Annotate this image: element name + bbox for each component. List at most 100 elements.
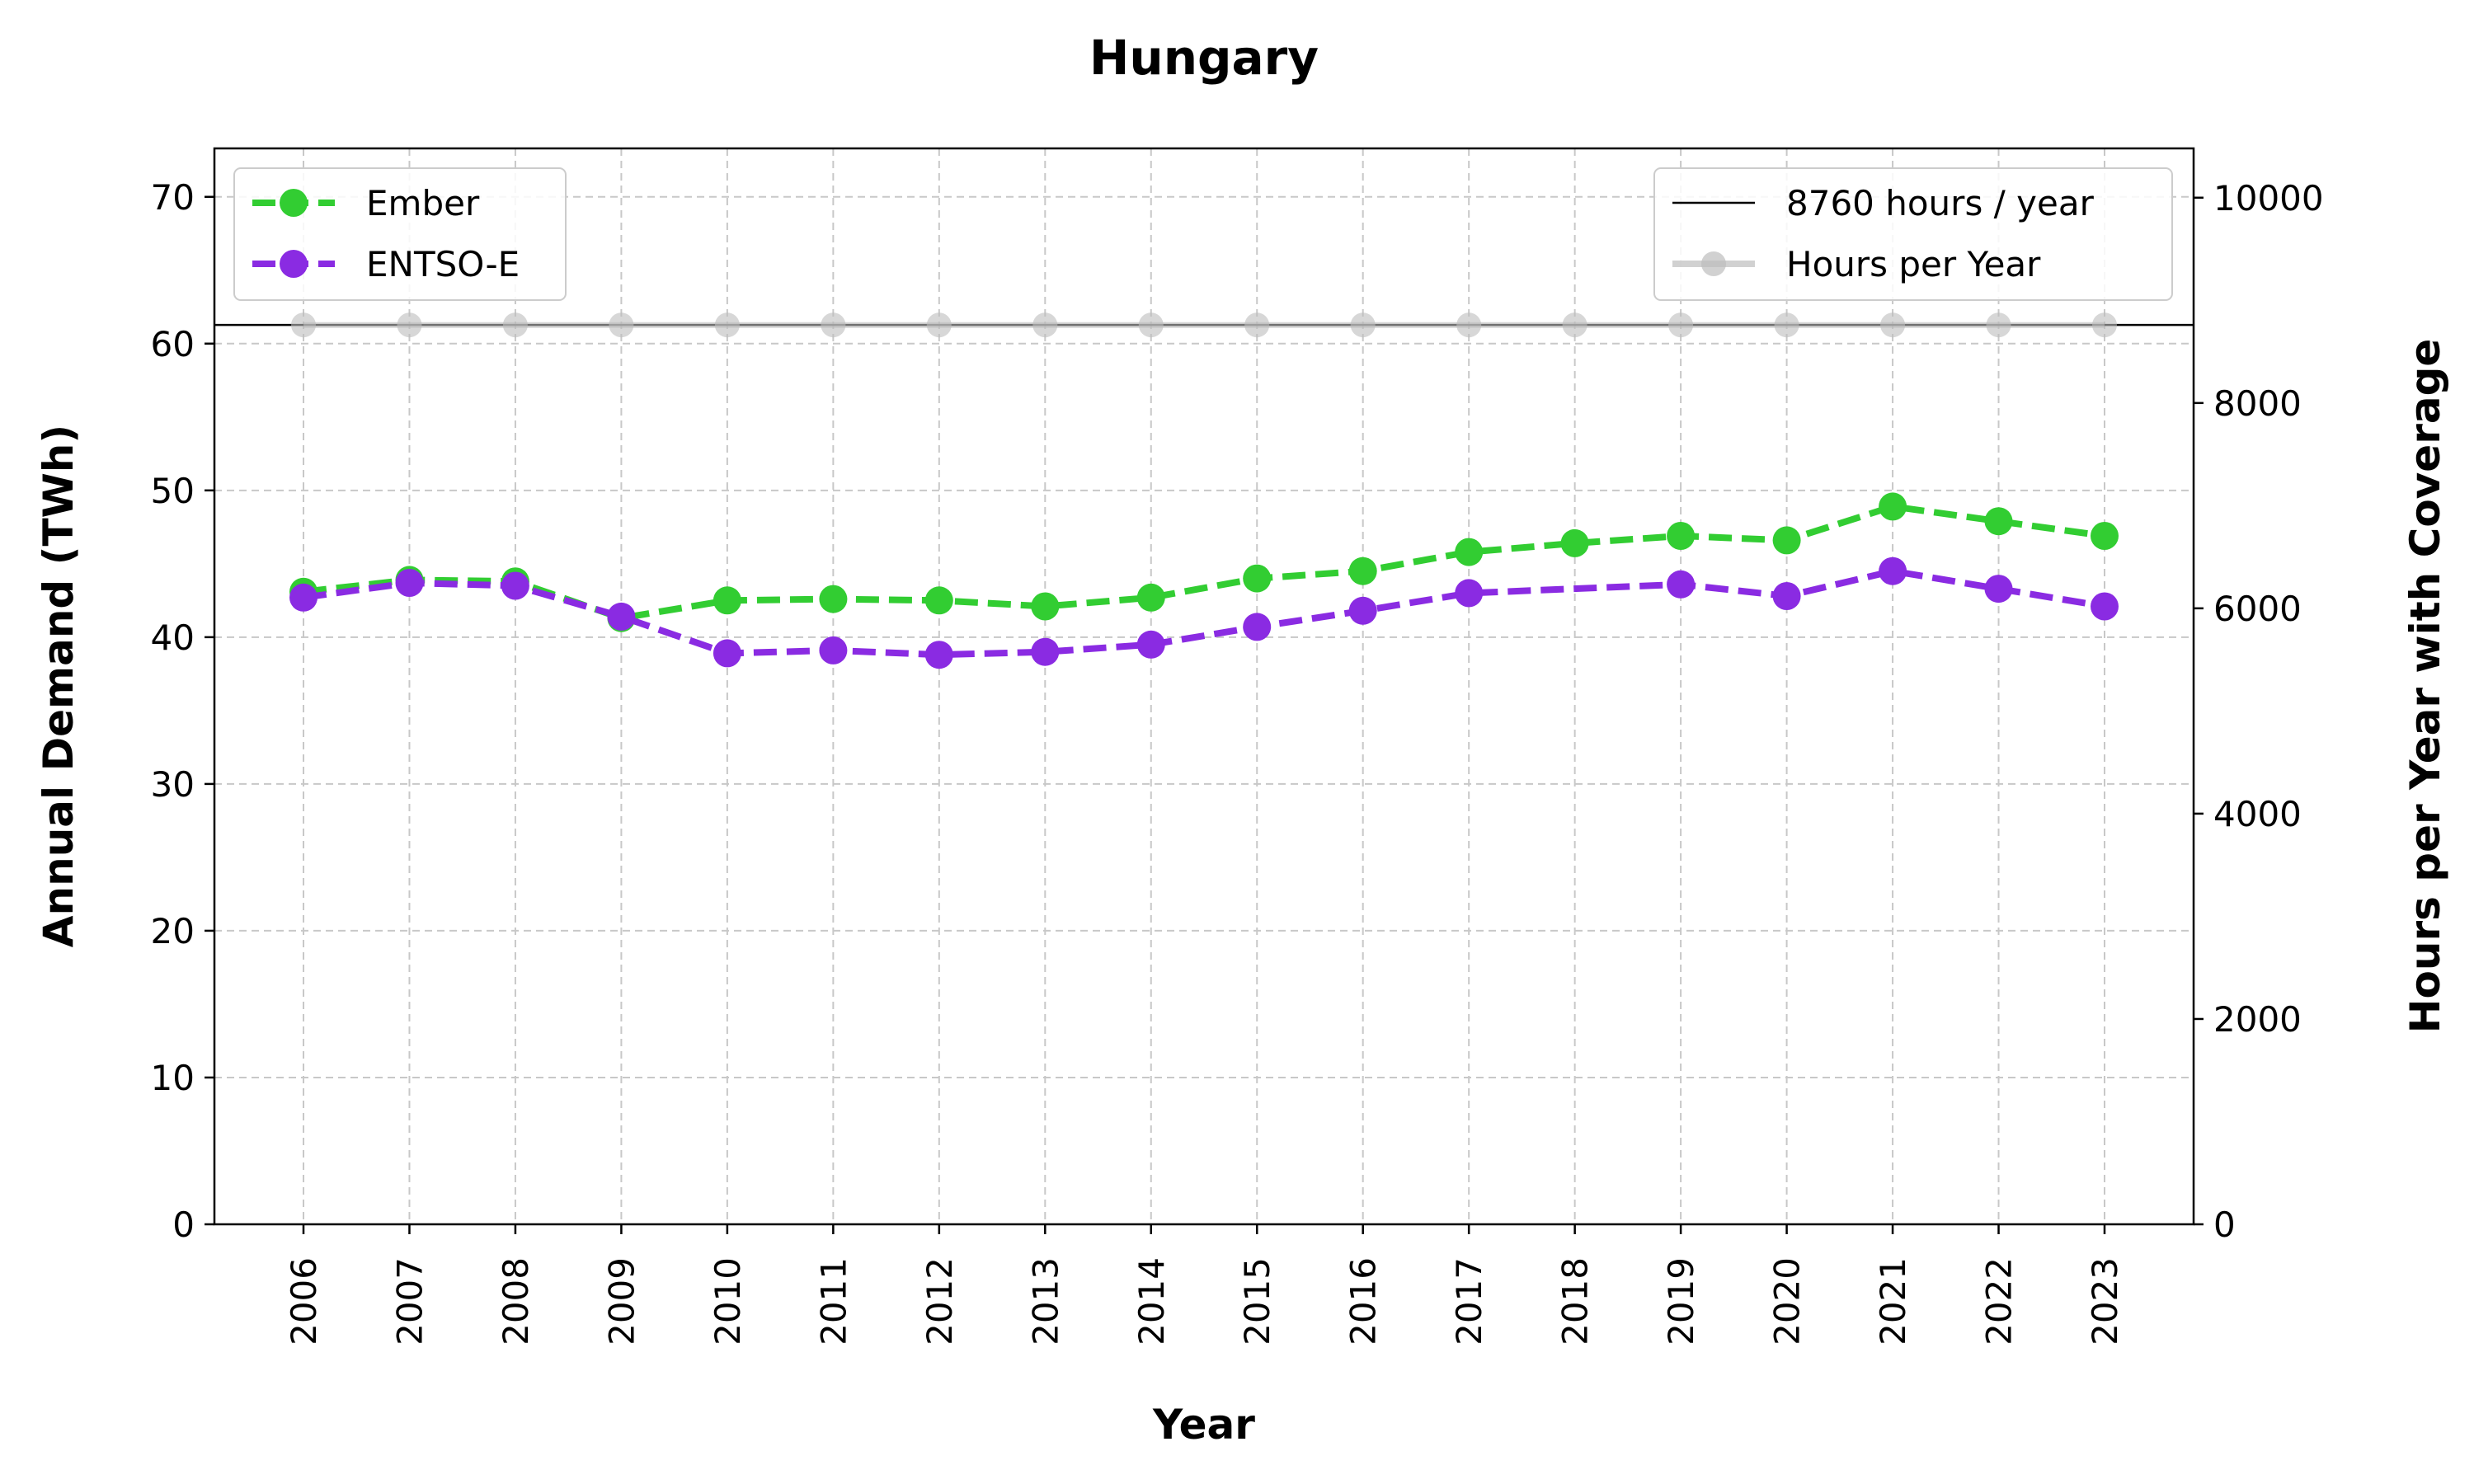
x-tick-label: 2019 bbox=[1661, 1257, 1701, 1345]
data-point-hours-per-year bbox=[1350, 312, 1376, 338]
y-tick-label: 60 bbox=[151, 324, 195, 364]
x-tick-label: 2014 bbox=[1131, 1257, 1172, 1345]
data-point-entso-e bbox=[1879, 556, 1907, 585]
x-tick-label: 2012 bbox=[920, 1257, 960, 1345]
y-axis-label: Annual Demand (TWh) bbox=[35, 425, 82, 947]
grid bbox=[214, 148, 2194, 1225]
y-tick-label: 20 bbox=[151, 911, 195, 951]
data-point-hours-per-year bbox=[502, 312, 528, 338]
data-point-entso-e bbox=[1984, 575, 2013, 603]
legend-left-box bbox=[233, 167, 567, 301]
data-point-entso-e bbox=[819, 636, 848, 665]
data-point-hours-per-year bbox=[1032, 312, 1058, 338]
data-point-hours-per-year bbox=[821, 312, 846, 338]
data-point-ember bbox=[1136, 583, 1165, 612]
y-tick-label: 50 bbox=[151, 471, 195, 511]
data-point-entso-e bbox=[713, 639, 741, 668]
legend-right-box bbox=[1653, 167, 2173, 301]
data-point-ember bbox=[1560, 528, 1589, 557]
data-point-ember bbox=[713, 586, 741, 615]
data-point-ember bbox=[1243, 564, 1272, 593]
data-point-ember bbox=[1667, 522, 1696, 550]
data-point-ember bbox=[1772, 526, 1801, 555]
data-point-ember bbox=[1031, 592, 1060, 621]
plot-frame bbox=[213, 147, 2195, 1226]
x-axis-label: Year bbox=[1152, 1401, 1255, 1449]
legend-entsoe-label: ENTSO-E bbox=[366, 244, 520, 284]
data-point-ember bbox=[924, 586, 953, 615]
legend-left: Ember ENTSO-E bbox=[233, 167, 567, 301]
y2-tick-label: 8000 bbox=[2213, 383, 2302, 424]
x-tick-label: 2021 bbox=[1873, 1257, 1913, 1345]
x-tick-label: 2006 bbox=[284, 1257, 324, 1345]
x-tick-label: 2009 bbox=[601, 1257, 642, 1345]
x-tick-label: 2016 bbox=[1343, 1257, 1384, 1345]
y2-tick-label: 0 bbox=[2213, 1205, 2236, 1245]
data-point-hours-per-year bbox=[926, 312, 952, 338]
y2-tick-label: 2000 bbox=[2213, 999, 2302, 1040]
y2-tick-label: 10000 bbox=[2213, 178, 2324, 218]
legend-reference-label: 8760 hours / year bbox=[1786, 183, 2095, 223]
legend-hours-label: Hours per Year bbox=[1786, 244, 2041, 284]
y-tick-label: 70 bbox=[151, 177, 195, 218]
legend-hours-marker bbox=[1701, 251, 1726, 276]
x-tick-label: 2023 bbox=[2085, 1257, 2125, 1345]
data-point-ember bbox=[1455, 538, 1484, 566]
legend-ember-label: Ember bbox=[366, 183, 480, 223]
y-tick-label: 10 bbox=[151, 1058, 195, 1098]
y2-tick-label: 4000 bbox=[2213, 794, 2302, 834]
series-line-entso-e bbox=[303, 567, 2105, 659]
data-point-entso-e bbox=[1243, 613, 1272, 641]
chart-title: Hungary bbox=[1089, 30, 1319, 86]
y-tick-label: 0 bbox=[172, 1205, 195, 1245]
data-point-entso-e bbox=[1455, 579, 1484, 608]
y2-tick-label: 6000 bbox=[2213, 589, 2302, 629]
data-point-entso-e bbox=[395, 569, 424, 597]
y-tick-label: 30 bbox=[151, 764, 195, 805]
x-tick-label: 2008 bbox=[496, 1257, 536, 1345]
data-point-hours-per-year bbox=[1880, 312, 1906, 338]
x-tick-label: 2007 bbox=[389, 1257, 430, 1345]
data-point-hours-per-year bbox=[1456, 312, 1482, 338]
x-tick-label: 2010 bbox=[708, 1257, 748, 1345]
series bbox=[289, 312, 2119, 669]
data-point-ember bbox=[1348, 556, 1377, 585]
x-tick-label: 2022 bbox=[1979, 1257, 2020, 1345]
x-tick-label: 2015 bbox=[1237, 1257, 1277, 1345]
data-point-entso-e bbox=[1772, 582, 1801, 610]
x-tick-label: 2018 bbox=[1555, 1257, 1596, 1345]
data-point-ember bbox=[1984, 507, 2013, 536]
data-point-hours-per-year bbox=[397, 312, 422, 338]
data-point-ember bbox=[1879, 492, 1907, 521]
data-point-entso-e bbox=[501, 571, 529, 600]
legend-entsoe-marker bbox=[280, 250, 308, 278]
data-point-ember bbox=[819, 585, 848, 613]
data-point-entso-e bbox=[2091, 592, 2119, 621]
ticks: 2006 2007 2008 2009 2010 2011 2012 2013 2014 2015… bbox=[151, 177, 2324, 1345]
y-tick-label: 40 bbox=[151, 618, 195, 658]
data-point-entso-e bbox=[607, 602, 636, 631]
data-point-hours-per-year bbox=[1986, 312, 2011, 338]
data-point-hours-per-year bbox=[714, 312, 740, 338]
y2-axis-label: Hours per Year with Coverage bbox=[2401, 339, 2449, 1034]
data-point-hours-per-year bbox=[1138, 312, 1164, 338]
legend-ember-marker bbox=[280, 189, 308, 217]
data-point-hours-per-year bbox=[1668, 312, 1694, 338]
legend-right: 8760 hours / year Hours per Year bbox=[1653, 167, 2173, 301]
x-tick-label: 2017 bbox=[1449, 1257, 1489, 1345]
data-point-hours-per-year bbox=[609, 312, 634, 338]
data-point-hours-per-year bbox=[291, 312, 316, 338]
data-point-entso-e bbox=[1031, 637, 1060, 666]
data-point-hours-per-year bbox=[1774, 312, 1799, 338]
data-point-hours-per-year bbox=[1562, 312, 1587, 338]
data-point-entso-e bbox=[1667, 570, 1696, 599]
data-point-hours-per-year bbox=[1244, 312, 1270, 338]
data-point-entso-e bbox=[924, 641, 953, 669]
x-tick-label: 2013 bbox=[1025, 1257, 1065, 1345]
data-point-entso-e bbox=[1348, 596, 1377, 625]
data-point-entso-e bbox=[1136, 630, 1165, 659]
x-tick-label: 2011 bbox=[813, 1257, 854, 1345]
data-point-hours-per-year bbox=[2092, 312, 2117, 338]
data-point-entso-e bbox=[289, 583, 317, 612]
